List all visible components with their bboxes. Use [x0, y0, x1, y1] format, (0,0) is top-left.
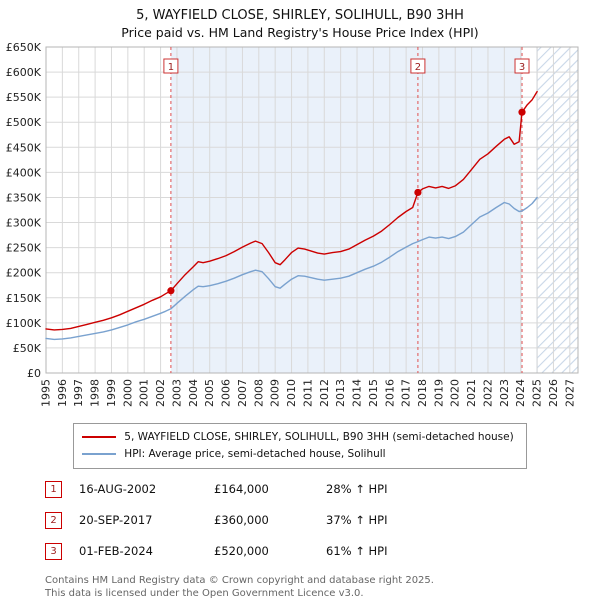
page-subtitle: Price paid vs. HM Land Registry's House … — [121, 24, 479, 40]
svg-text:2027: 2027 — [563, 379, 576, 407]
transaction-hpi-delta: 37% ↑ HPI — [326, 513, 388, 528]
transaction-number-badge: 3 — [45, 542, 62, 560]
svg-text:1995: 1995 — [40, 379, 53, 407]
svg-text:2009: 2009 — [269, 379, 282, 407]
svg-text:2023: 2023 — [498, 379, 511, 407]
license-line-2: This data is licensed under the Open Gov… — [45, 587, 364, 599]
license-line-1: Contains HM Land Registry data © Crown c… — [45, 574, 434, 586]
svg-text:2025: 2025 — [531, 379, 544, 407]
transaction-price: £520,000 — [214, 544, 269, 559]
svg-text:2004: 2004 — [187, 379, 200, 407]
svg-text:2002: 2002 — [154, 379, 167, 407]
svg-text:£450K: £450K — [6, 141, 42, 154]
svg-text:£650K: £650K — [6, 43, 42, 54]
license-note: Contains HM Land Registry data © Crown c… — [45, 574, 600, 600]
svg-text:3: 3 — [519, 62, 525, 73]
svg-text:2018: 2018 — [416, 379, 429, 407]
legend-item-property: 5, WAYFIELD CLOSE, SHIRLEY, SOLIHULL, B9… — [82, 429, 514, 446]
svg-text:2015: 2015 — [367, 379, 380, 407]
transaction-date: 01-FEB-2024 — [79, 544, 153, 559]
svg-text:2007: 2007 — [236, 379, 249, 407]
svg-text:2020: 2020 — [449, 379, 462, 407]
transaction-row-2: 2 20-SEP-2017 £360,000 37% ↑ HPI — [45, 511, 600, 529]
svg-text:2019: 2019 — [432, 379, 445, 407]
price-chart-svg: 1 2 3 £0 £50K £100K £150K £200K £250K £300K £350K £… — [6, 41, 579, 407]
chart-header: 5, WAYFIELD CLOSE, SHIRLEY, SOLIHULL, B9… — [0, 0, 600, 41]
svg-text:2024: 2024 — [514, 379, 527, 407]
transaction-hpi-delta: 28% ↑ HPI — [326, 482, 388, 497]
svg-text:2001: 2001 — [138, 379, 151, 407]
svg-text:2006: 2006 — [220, 379, 233, 407]
legend-label-hpi: HPI: Average price, semi-detached house,… — [124, 447, 386, 460]
svg-text:2011: 2011 — [301, 379, 314, 407]
svg-text:2016: 2016 — [383, 379, 396, 407]
svg-text:1: 1 — [168, 62, 174, 73]
svg-text:2003: 2003 — [170, 379, 183, 407]
svg-text:£250K: £250K — [6, 241, 42, 254]
svg-text:£300K: £300K — [6, 216, 42, 229]
page-title: 5, WAYFIELD CLOSE, SHIRLEY, SOLIHULL, B9… — [136, 8, 464, 23]
svg-text:£100K: £100K — [6, 317, 42, 330]
svg-text:1996: 1996 — [56, 379, 69, 407]
legend-line-blue — [82, 453, 117, 456]
svg-text:2017: 2017 — [400, 379, 413, 407]
transaction-row-1: 1 16-AUG-2002 £164,000 28% ↑ HPI — [45, 480, 600, 498]
svg-text:2014: 2014 — [351, 379, 364, 407]
svg-text:£350K: £350K — [6, 191, 42, 204]
svg-text:2013: 2013 — [334, 379, 347, 407]
svg-text:£400K: £400K — [6, 166, 42, 179]
svg-text:£150K: £150K — [6, 292, 42, 305]
legend-label-property: 5, WAYFIELD CLOSE, SHIRLEY, SOLIHULL, B9… — [124, 430, 514, 443]
svg-text:£600K: £600K — [6, 66, 42, 79]
transaction-hpi-delta: 61% ↑ HPI — [326, 544, 388, 559]
transaction-number-badge: 2 — [45, 511, 62, 529]
legend-line-red — [82, 436, 117, 439]
svg-text:2022: 2022 — [481, 379, 494, 407]
transaction-row-3: 3 01-FEB-2024 £520,000 61% ↑ HPI — [45, 542, 600, 560]
svg-text:2010: 2010 — [285, 379, 298, 407]
svg-text:2000: 2000 — [121, 379, 134, 407]
svg-text:2021: 2021 — [465, 379, 478, 407]
svg-text:£550K: £550K — [6, 91, 42, 104]
legend: 5, WAYFIELD CLOSE, SHIRLEY, SOLIHULL, B9… — [73, 422, 527, 469]
legend-item-hpi: HPI: Average price, semi-detached house,… — [82, 446, 513, 463]
transaction-date: 20-SEP-2017 — [79, 513, 153, 528]
svg-text:1998: 1998 — [89, 379, 102, 407]
transactions-table: 1 16-AUG-2002 £164,000 28% ↑ HPI 2 20-SE… — [45, 480, 600, 560]
svg-text:1997: 1997 — [72, 379, 85, 407]
svg-text:£50K: £50K — [13, 342, 42, 355]
svg-text:£0: £0 — [27, 367, 41, 380]
transaction-number-badge: 1 — [45, 480, 62, 498]
transaction-price: £164,000 — [214, 482, 269, 497]
transaction-price: £360,000 — [214, 513, 269, 528]
price-history-chart: 1 2 3 £0 £50K £100K £150K £200K £250K £300K £350K £… — [0, 41, 600, 411]
svg-text:£200K: £200K — [6, 266, 42, 279]
svg-text:2: 2 — [415, 62, 421, 73]
svg-text:£500K: £500K — [6, 116, 42, 129]
svg-text:2012: 2012 — [318, 379, 331, 407]
svg-text:2005: 2005 — [203, 379, 216, 407]
svg-text:2026: 2026 — [547, 379, 560, 407]
svg-text:2008: 2008 — [252, 379, 265, 407]
transaction-date: 16-AUG-2002 — [79, 482, 157, 497]
svg-text:1999: 1999 — [105, 379, 118, 407]
